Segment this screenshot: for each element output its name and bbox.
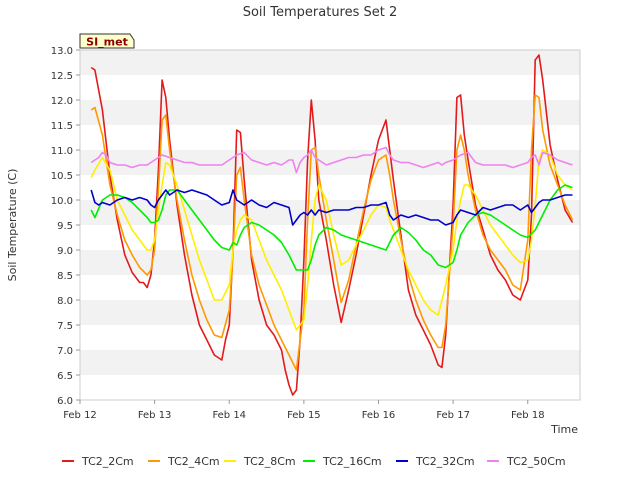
x-axis-ticks: Feb 12 Feb 13 Feb 14 Feb 15 Feb 16 Feb 17 Feb … <box>63 400 545 421</box>
grid-band <box>80 325 580 350</box>
legend-item: TC2_4Cm <box>148 455 220 468</box>
series-line-tc2-2cm <box>90 54 574 396</box>
y-tick-label: 11.0 <box>51 146 73 157</box>
y-axis-ticks: 6.0 6.5 7.0 7.5 8.0 8.5 9.0 9.5 10.0 10.5 11.0 11.5… <box>51 46 80 407</box>
legend-item: TC2_2Cm <box>62 455 134 468</box>
series-line-tc2-8cm <box>90 149 573 331</box>
legend-item: TC2_32Cm <box>396 455 475 468</box>
y-tick-label: 6.5 <box>57 371 73 382</box>
y-tick-label: 11.5 <box>51 121 73 132</box>
series-line-tc2-50cm <box>90 146 573 174</box>
series-lines <box>90 54 574 396</box>
y-tick-label: 7.0 <box>57 346 73 357</box>
grid-band <box>80 350 580 375</box>
grid-band <box>80 75 580 100</box>
legend-item: TC2_8Cm <box>224 455 296 468</box>
series-line-tc2-16cm <box>90 184 573 271</box>
y-tick-label: 7.5 <box>57 321 73 332</box>
y-tick-label: 6.0 <box>57 396 73 407</box>
grid-band <box>80 375 580 400</box>
legend-label: TC2_2Cm <box>81 455 134 468</box>
chart-title: Soil Temperatures Set 2 <box>243 5 398 20</box>
legend: TC2_2Cm TC2_4Cm TC2_8Cm TC2_16Cm TC2_32Cm TC2… <box>62 455 566 468</box>
y-tick-label: 10.5 <box>51 171 73 182</box>
x-tick-label: Feb 16 <box>362 410 396 421</box>
y-tick-label: 8.0 <box>57 296 73 307</box>
y-tick-label: 9.0 <box>57 246 73 257</box>
legend-label: TC2_50Cm <box>506 455 566 468</box>
legend-label: TC2_32Cm <box>415 455 475 468</box>
legend-label: TC2_4Cm <box>167 455 220 468</box>
x-tick-label: Feb 14 <box>212 410 246 421</box>
y-tick-label: 12.0 <box>51 96 73 107</box>
y-tick-label: 13.0 <box>51 46 73 57</box>
y-axis-label: Soil Temperature (C) <box>6 169 19 282</box>
grid-band <box>80 175 580 200</box>
legend-item: TC2_16Cm <box>303 455 382 468</box>
y-tick-label: 10.0 <box>51 196 73 207</box>
grid-band <box>80 300 580 325</box>
series-line-tc2-4cm <box>90 94 574 371</box>
x-tick-label: Feb 13 <box>138 410 172 421</box>
y-tick-label: 8.5 <box>57 271 73 282</box>
series-line-tc2-32cm <box>90 189 573 226</box>
x-tick-label: Feb 12 <box>63 410 97 421</box>
grid-band <box>80 150 580 175</box>
y-tick-label: 9.5 <box>57 221 73 232</box>
station-label-background <box>79 33 135 49</box>
x-tick-label: Feb 18 <box>511 410 545 421</box>
x-tick-label: Feb 15 <box>287 410 321 421</box>
legend-label: TC2_8Cm <box>243 455 296 468</box>
y-tick-label: 12.5 <box>51 71 73 82</box>
grid-band <box>80 275 580 300</box>
grid-band <box>80 100 580 125</box>
legend-item: TC2_50Cm <box>487 455 566 468</box>
grid-band <box>80 50 580 75</box>
station-label: SI_met <box>86 36 128 49</box>
legend-label: TC2_16Cm <box>322 455 382 468</box>
station-label-box: SI_met <box>79 33 135 49</box>
x-tick-label: Feb 17 <box>436 410 470 421</box>
x-axis-label: Time <box>550 423 578 436</box>
grid-band <box>80 125 580 150</box>
